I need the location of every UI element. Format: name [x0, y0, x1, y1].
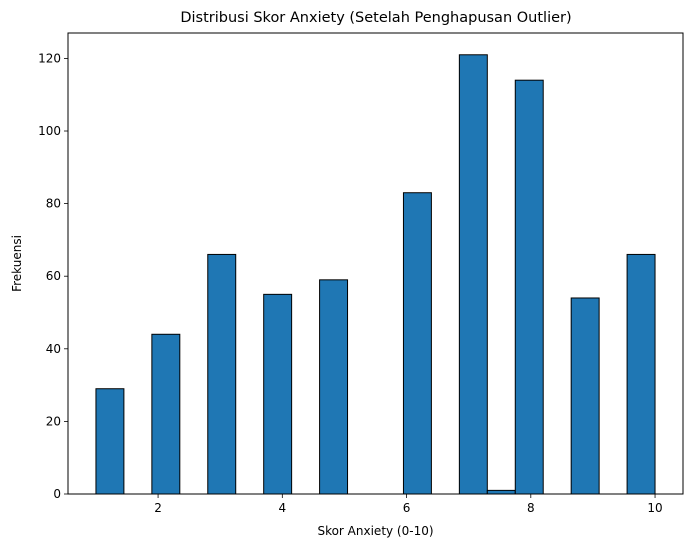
- y-tick-label: 40: [46, 342, 61, 356]
- x-axis-label: Skor Anxiety (0-10): [317, 524, 433, 538]
- y-tick-label: 80: [46, 197, 61, 211]
- histogram-bar: [402, 192, 432, 495]
- y-tick-label: 100: [38, 124, 61, 138]
- x-axis-ticks: 2 4 6 8 10: [154, 494, 663, 515]
- histogram-bar: [319, 279, 349, 495]
- y-tick-label: 0: [53, 487, 61, 501]
- y-axis-label: Frekuensi: [10, 235, 24, 292]
- y-tick-label: 120: [38, 51, 61, 65]
- plot-frame: [67, 32, 684, 495]
- histogram-bar: [458, 54, 488, 495]
- histogram-bar: [95, 388, 125, 495]
- bars-group: [95, 54, 656, 495]
- histogram-bar: [486, 489, 516, 495]
- histogram-bar: [263, 293, 293, 495]
- histogram-bar: [151, 333, 181, 495]
- x-tick-label: 2: [154, 501, 162, 515]
- histogram-bar: [626, 253, 656, 495]
- x-tick-label: 6: [403, 501, 411, 515]
- histogram-bar: [207, 253, 237, 495]
- y-tick-label: 20: [46, 414, 61, 428]
- x-tick-label: 4: [278, 501, 286, 515]
- histogram-bar: [570, 297, 600, 495]
- x-tick-label: 8: [527, 501, 535, 515]
- histogram-bar: [514, 79, 544, 495]
- y-tick-label: 60: [46, 269, 61, 283]
- y-axis-ticks: 0 20 40 60 80 100 120: [38, 51, 68, 501]
- x-tick-label: 10: [647, 501, 662, 515]
- chart-title: Distribusi Skor Anxiety (Setelah Penghap…: [180, 10, 571, 26]
